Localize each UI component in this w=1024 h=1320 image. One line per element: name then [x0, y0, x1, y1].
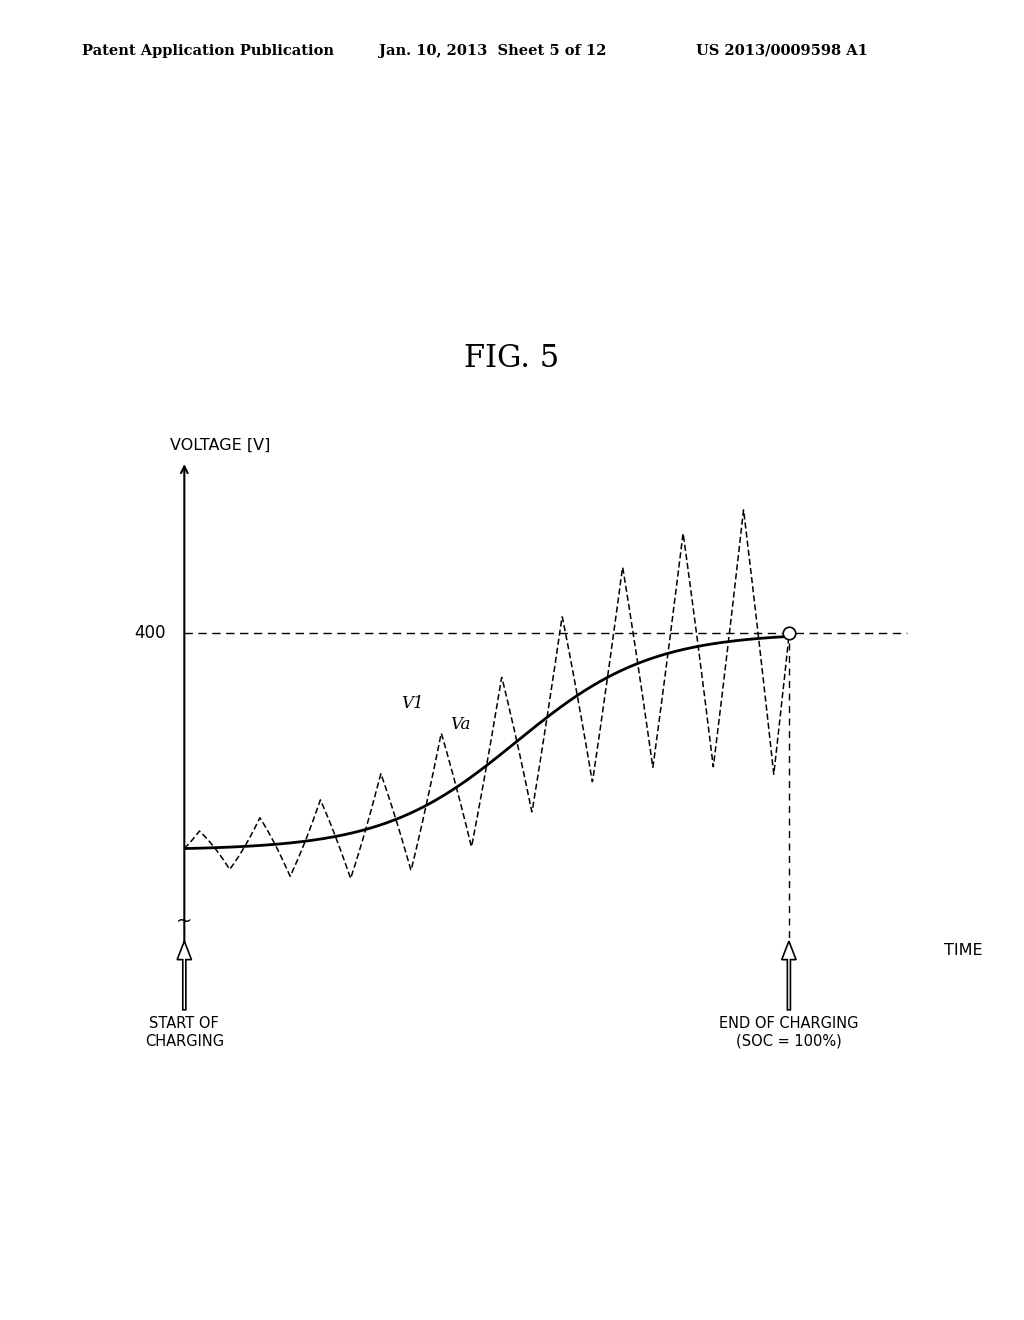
Text: 400: 400: [134, 624, 166, 642]
Text: FIG. 5: FIG. 5: [464, 343, 560, 374]
Text: TIME: TIME: [944, 942, 982, 958]
Text: V1: V1: [401, 696, 424, 713]
Text: END OF CHARGING
(SOC = 100%): END OF CHARGING (SOC = 100%): [719, 1016, 859, 1049]
Text: ~: ~: [176, 912, 193, 931]
Text: Va: Va: [451, 715, 471, 733]
Text: Patent Application Publication: Patent Application Publication: [82, 44, 334, 58]
Text: START OF
CHARGING: START OF CHARGING: [144, 1016, 224, 1049]
Text: US 2013/0009598 A1: US 2013/0009598 A1: [696, 44, 868, 58]
Text: VOLTAGE [V]: VOLTAGE [V]: [170, 438, 270, 453]
Text: Jan. 10, 2013  Sheet 5 of 12: Jan. 10, 2013 Sheet 5 of 12: [379, 44, 606, 58]
